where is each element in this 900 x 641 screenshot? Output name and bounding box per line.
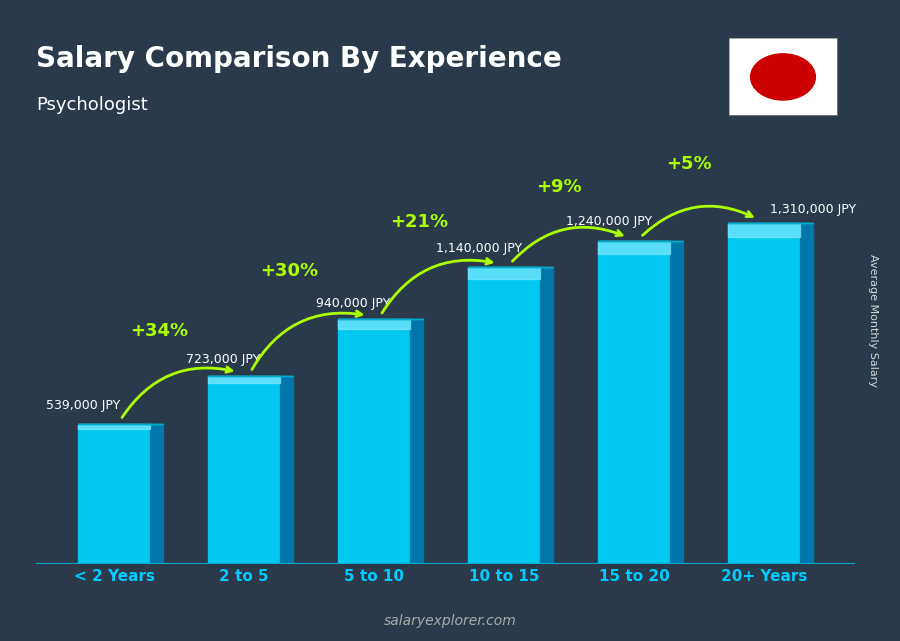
Text: +9%: +9%	[536, 178, 581, 196]
Text: +34%: +34%	[130, 322, 189, 340]
Text: salaryexplorer.com: salaryexplorer.com	[383, 614, 517, 628]
Text: 940,000 JPY: 940,000 JPY	[316, 297, 390, 310]
Polygon shape	[670, 241, 682, 564]
Text: +30%: +30%	[260, 262, 319, 280]
Bar	[78, 424, 149, 564]
Polygon shape	[280, 376, 292, 564]
Bar	[208, 376, 280, 564]
Bar	[728, 223, 800, 564]
Text: Salary Comparison By Experience: Salary Comparison By Experience	[36, 45, 562, 73]
Polygon shape	[800, 223, 813, 564]
Bar	[338, 319, 410, 564]
Text: 1,140,000 JPY: 1,140,000 JPY	[436, 242, 523, 255]
Bar	[78, 424, 149, 429]
Bar	[728, 223, 800, 237]
Text: +21%: +21%	[391, 213, 448, 231]
Text: 539,000 JPY: 539,000 JPY	[47, 399, 121, 413]
Text: 723,000 JPY: 723,000 JPY	[185, 353, 260, 367]
Bar	[468, 267, 540, 279]
Bar	[338, 319, 410, 329]
Polygon shape	[149, 424, 163, 564]
Polygon shape	[540, 267, 553, 564]
Polygon shape	[410, 319, 423, 564]
Bar	[468, 267, 540, 564]
Bar	[598, 241, 670, 564]
Bar	[598, 241, 670, 254]
Text: Average Monthly Salary: Average Monthly Salary	[868, 254, 878, 387]
Text: 1,310,000 JPY: 1,310,000 JPY	[770, 203, 857, 216]
Text: Psychologist: Psychologist	[36, 96, 148, 114]
Text: +5%: +5%	[666, 156, 711, 174]
Bar	[208, 376, 280, 383]
Text: 1,240,000 JPY: 1,240,000 JPY	[566, 215, 652, 228]
Circle shape	[751, 54, 815, 100]
